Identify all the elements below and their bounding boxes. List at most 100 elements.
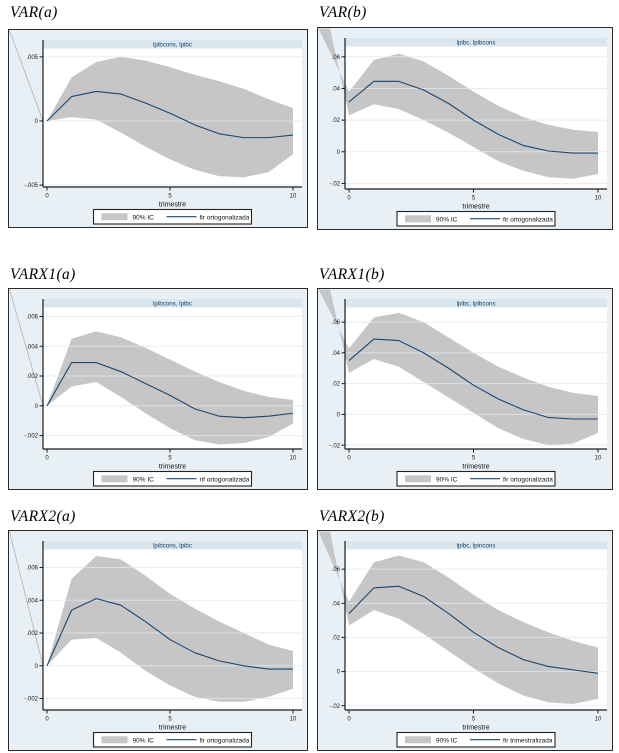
- panel-title: lpibcons, lpibc: [153, 542, 192, 549]
- legend-band-swatch: [405, 736, 431, 744]
- panel-title: lpibc, lpibcons: [457, 300, 496, 307]
- y-tick-label: 0: [337, 670, 341, 676]
- panel-heading: VAR(b): [319, 4, 367, 21]
- irf-chart: lpibcons, lpibc .006 .004 .002 0 -.002 0 5 10 tri…: [8, 530, 308, 751]
- panel-heading: VARX2(a): [10, 508, 76, 525]
- x-axis-label: trimestre: [159, 725, 186, 732]
- y-tick-label: -.02: [330, 182, 341, 188]
- x-tick-label: 0: [347, 196, 351, 202]
- x-axis-label: trimestre: [462, 725, 489, 732]
- confidence-band: [349, 555, 598, 705]
- x-axis-label: trimestre: [159, 464, 186, 471]
- x-axis-label: trimestre: [462, 204, 489, 211]
- y-tick-label: .04: [332, 87, 341, 93]
- y-tick-label: 0: [35, 664, 39, 670]
- legend-label-ci: 90% IC: [133, 215, 155, 222]
- legend-band-swatch: [101, 213, 128, 221]
- panel-heading: VARX1(b): [319, 266, 385, 283]
- panel-title-strip: [43, 541, 302, 550]
- panel-title: lpibc, lpincons: [457, 542, 496, 549]
- panel-heading: VARX1(a): [10, 266, 76, 283]
- y-tick-label: 0: [35, 119, 39, 125]
- x-tick-label: 10: [290, 456, 297, 462]
- y-tick-label: .002: [26, 374, 38, 380]
- x-axis-label: trimestre: [462, 464, 489, 471]
- legend: 90% IC fir ortogonalizada: [92, 208, 253, 225]
- y-tick-label: .02: [332, 382, 341, 388]
- legend: 90% IC rif ortogonalizada: [92, 470, 253, 487]
- irf-chart: lpibc, lpibcons .06 .04 .02 0 -.02 0 5 10 trimest…: [317, 288, 613, 490]
- irf-chart: lpibcons, lpibc .006 .004 .002 0 -.002 0 5 10 tri…: [8, 288, 308, 490]
- y-tick-label: .04: [332, 351, 341, 357]
- corner-wedge: [318, 531, 349, 626]
- legend: 90% IC fir ortogonalizada: [92, 731, 253, 748]
- corner-wedge: [318, 289, 349, 373]
- panel-heading: VARX2(b): [319, 508, 385, 525]
- y-tick-label: .005: [26, 55, 38, 61]
- y-tick-label: .006: [26, 315, 38, 321]
- y-tick-label: .06: [332, 567, 341, 573]
- panel-title-strip: [43, 40, 302, 49]
- x-tick-label: 5: [168, 456, 172, 462]
- x-tick-label: 5: [472, 196, 476, 202]
- irf-line: [348, 80, 598, 154]
- legend-label-irf: fir ortogonalizada: [503, 477, 553, 484]
- x-tick-label: 10: [290, 717, 297, 723]
- x-axis-label: trimestre: [159, 202, 186, 209]
- panel-title: lpibcons, lpibc: [153, 41, 192, 48]
- corner-wedge: [318, 28, 349, 116]
- corner-wedge: [9, 289, 44, 406]
- x-tick-label: 0: [45, 456, 49, 462]
- y-tick-label: .04: [332, 601, 341, 607]
- panel-heading: VAR(a): [10, 4, 58, 21]
- y-tick-label: .06: [332, 320, 341, 326]
- corner-wedge: [9, 30, 44, 122]
- y-tick-label: 0: [337, 150, 341, 156]
- legend-label-ci: 90% IC: [133, 477, 155, 484]
- legend-label-ci: 90% IC: [436, 477, 458, 484]
- legend: 90% IC fir ortogonalizada: [396, 470, 556, 487]
- legend-label-ci: 90% IC: [436, 217, 458, 224]
- x-tick-label: 0: [347, 456, 351, 462]
- irf-line: [348, 585, 599, 674]
- y-tick-label: -.02: [330, 704, 341, 710]
- panel-title-strip: [345, 541, 607, 550]
- legend-label-irf: fir trimestralizada: [503, 738, 553, 745]
- y-tick-label: .002: [26, 631, 38, 637]
- legend: 90% IC fir ortogonalizada: [396, 210, 556, 227]
- corner-wedge: [9, 531, 44, 666]
- y-tick-label: 0: [35, 404, 39, 410]
- y-tick-label: .006: [26, 566, 38, 572]
- irf-chart: lpibc, lpibcons .06 .04 .02 0 -.02 0 5 10 trimest…: [317, 27, 613, 230]
- y-tick-label: .02: [332, 118, 341, 124]
- legend-band-swatch: [101, 475, 128, 483]
- panel-title-strip: [43, 299, 302, 308]
- irf-line: [46, 362, 294, 419]
- irf-line: [46, 90, 294, 139]
- legend-label-ci: 90% IC: [436, 738, 458, 745]
- y-tick-label: .004: [26, 598, 38, 604]
- y-tick-label: .02: [332, 636, 341, 642]
- x-tick-label: 5: [472, 456, 476, 462]
- x-tick-label: 10: [595, 196, 602, 202]
- x-tick-label: 10: [290, 194, 297, 200]
- legend-label-irf: fir ortogonalizada: [503, 217, 553, 224]
- y-tick-label: -.005: [24, 183, 38, 189]
- x-tick-label: 10: [595, 456, 602, 462]
- legend-label-irf: fir ortogonalizada: [200, 738, 250, 745]
- x-tick-label: 10: [595, 717, 602, 723]
- x-tick-label: 5: [168, 194, 172, 200]
- legend-label-irf: rif ortogonalizada: [200, 477, 250, 484]
- panel-title: lpibcons, lpibc: [153, 300, 192, 307]
- y-tick-label: .004: [26, 344, 38, 350]
- panel-title: lpibc, lpibcons: [457, 39, 496, 46]
- panel-title-strip: [345, 299, 607, 308]
- legend-band-swatch: [405, 215, 431, 223]
- confidence-band: [349, 53, 598, 179]
- legend-label-ci: 90% IC: [133, 738, 155, 745]
- confidence-band: [47, 331, 293, 445]
- y-tick-label: -.002: [24, 434, 38, 440]
- x-tick-label: 5: [168, 717, 172, 723]
